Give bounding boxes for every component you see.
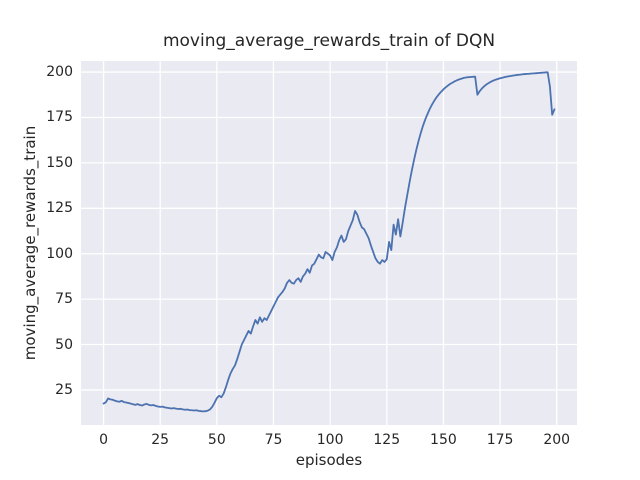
x-tick-label: 175 <box>486 432 514 448</box>
y-tick-label: 50 <box>55 336 73 353</box>
y-tick-label: 100 <box>46 245 73 262</box>
y-tick-label: 200 <box>46 64 73 81</box>
y-tick-label: 75 <box>55 291 73 308</box>
x-tick-label: 25 <box>151 432 170 448</box>
x-tick-label: 0 <box>99 432 108 448</box>
plot-area <box>81 61 577 425</box>
chart-title: moving_average_rewards_train of DQN <box>162 31 496 51</box>
y-tick-label: 25 <box>55 381 73 398</box>
x-tick-label: 50 <box>207 432 226 448</box>
x-tick-label: 75 <box>264 432 283 448</box>
y-tick-label: 175 <box>46 109 73 126</box>
x-tick-label: 125 <box>373 432 401 448</box>
x-tick-label: 150 <box>430 432 457 448</box>
series-line <box>102 71 556 413</box>
y-tick-label: 125 <box>46 200 73 217</box>
y-tick-label: 150 <box>46 154 73 171</box>
x-tick-label: 200 <box>543 432 571 448</box>
x-axis-label: episodes <box>295 451 363 469</box>
x-tick-label: 100 <box>316 432 344 448</box>
